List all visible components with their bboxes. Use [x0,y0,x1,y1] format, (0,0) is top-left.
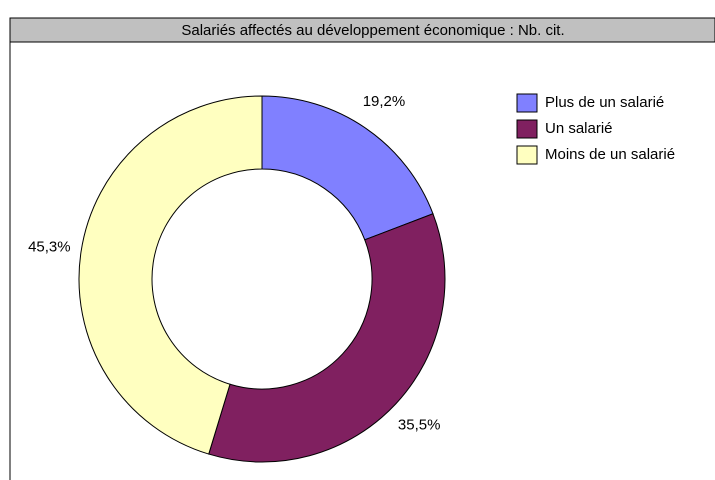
donut-segment [208,213,446,463]
data-label: 19,2% [363,93,406,110]
legend-label: Un salarié [545,120,613,137]
legend-label: Plus de un salarié [545,94,664,111]
chart-title: Salariés affectés au développement écono… [181,22,564,39]
legend-label: Moins de un salarié [545,146,675,163]
data-label: 45,3% [28,238,71,255]
title-bar [9,17,715,43]
legend-swatch [516,145,538,165]
donut-segment [78,95,263,455]
legend-swatch [516,93,538,113]
data-label: 35,5% [398,417,441,434]
legend-swatch [516,119,538,139]
